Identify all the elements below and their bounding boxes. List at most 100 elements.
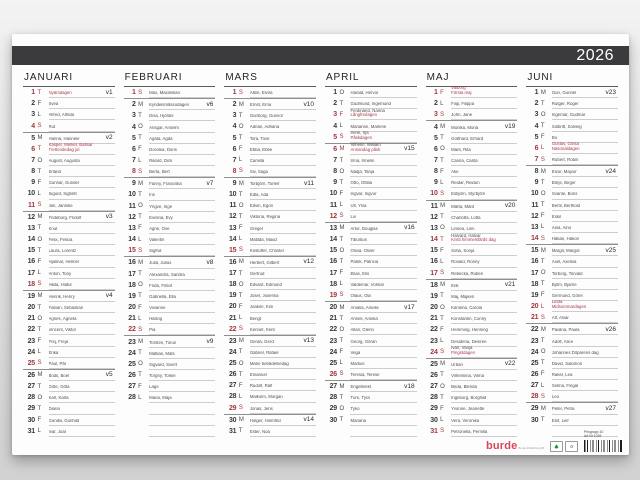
- day-entry: Mariana: [350, 415, 417, 426]
- name-days-text: Alf, Alvar: [551, 316, 569, 321]
- weekday-letter: F: [440, 326, 444, 333]
- day-names: Herbert, Gilbert: [250, 261, 304, 267]
- weekday-letter: T: [540, 258, 545, 265]
- name-days-text: Artur, Douglas: [350, 226, 378, 231]
- day-row: 9 T Otto, Ottilia: [325, 177, 417, 189]
- day-entry: Ivar, Joar: [48, 426, 115, 437]
- blank-rule: [149, 403, 216, 415]
- day-number: 5: [534, 133, 539, 141]
- day-entry: Eskil: [551, 211, 618, 222]
- day-names: Yngve, Inge: [149, 205, 215, 211]
- day-names: Paulina, Paula: [552, 328, 606, 334]
- months-grid: JANUARI 1 T Nyårsdagen v1 2 F Svea 3 L Alfred, Alf…: [23, 71, 618, 437]
- day-number: 31: [27, 427, 36, 435]
- weekday-letter: S: [238, 89, 243, 96]
- day-row: 25 M Urban v22: [425, 357, 518, 370]
- week-number: v8: [206, 258, 214, 266]
- day-names: Frida, Fritiof: [149, 284, 215, 290]
- day-names: Ferdinand, Nanna Långfredagen: [350, 109, 416, 120]
- weekday-letter: S: [138, 89, 143, 96]
- weekday-letter: T: [138, 293, 142, 300]
- name-days-text: Linnea, Linn: [451, 226, 475, 231]
- name-days-text: Max, Maximilian: [149, 91, 180, 96]
- day-entry: Solbritt, Solveig: [551, 120, 618, 132]
- name-days-text: Allan, Glenn: [350, 328, 374, 333]
- name-days-text: Reidar, Reidun: [451, 181, 480, 186]
- weekday-letter: M: [339, 304, 345, 311]
- day-entry: Robert, Robin: [551, 154, 618, 166]
- day-entry: Josef, Josefina: [249, 290, 316, 302]
- day-row: 9 T Börje, Birger: [526, 177, 618, 189]
- day-entry: Hjalmar, Helmer: [48, 256, 115, 268]
- name-days-text: Jonas, Jens: [249, 406, 273, 411]
- name-days-text: Tyko: [350, 407, 360, 412]
- day-row: 8 S Siv, Saga: [224, 166, 316, 177]
- day-entry: Mattias, Mats: [149, 348, 216, 359]
- day-entry: Siv, Saga: [249, 166, 316, 177]
- day-names: Halvard, Halvar Kristi himmelsfärds dag: [451, 234, 517, 245]
- day-entry: Yngve, Inge: [149, 201, 216, 212]
- day-entry: Desideria, Desirée: [451, 335, 518, 347]
- weekday-letter: O: [540, 111, 546, 118]
- day-row: 8 O Nadja, Tanja: [325, 166, 417, 178]
- day-entry: Kasper, Melker, Baltsar Trettondedag jul: [48, 143, 115, 155]
- day-number: 13: [228, 224, 237, 232]
- name-days-text: Paul, Pål: [48, 361, 66, 366]
- weekday-letter: T: [37, 146, 42, 153]
- day-row: 16 M Herbert, Gilbert v12: [224, 255, 316, 268]
- day-names: Holger, Holmfrid: [250, 419, 304, 425]
- sheet-footer: burde Burde Publishing AB 🌲 ♻ Prisgrupp …: [486, 431, 622, 452]
- day-number: 26: [530, 370, 539, 378]
- week-number: v9: [206, 338, 214, 346]
- weekday-letter: T: [238, 270, 243, 277]
- year-bar: 2026: [12, 46, 629, 65]
- weekday-letter: F: [37, 338, 42, 345]
- name-days-text: Knut: [48, 226, 58, 231]
- day-number: 19: [27, 292, 36, 300]
- name-days-text: Börje, Birger: [551, 181, 576, 186]
- day-row: 11 M Märta, Märit v20: [425, 199, 518, 212]
- day-names: Disa, Hjördis: [149, 114, 215, 120]
- name-days-text: Disa, Hjördis: [149, 114, 174, 119]
- blank-rule: [350, 426, 417, 437]
- barcode-icon: [584, 440, 622, 452]
- day-names: Vera, Veronika: [451, 419, 517, 425]
- day-number: 8: [131, 168, 136, 176]
- day-entry: Björn, Bjarne: [551, 279, 618, 290]
- name-days-text: Maria, Maja: [149, 396, 172, 401]
- day-row: 21 S Alf, Alvar: [526, 312, 618, 324]
- day-names: Julia, Julius: [149, 261, 206, 267]
- name-days-text: Irene, Irja: [350, 131, 369, 136]
- day-row: 25 T David, Salomon: [526, 358, 618, 369]
- day-names: Matilda, Maud: [250, 238, 316, 244]
- day-number: 13: [430, 224, 438, 232]
- day-row: 7 S Robert, Robin: [526, 154, 618, 166]
- weekday-letter: F: [37, 100, 42, 107]
- name-days-text: Herbert, Gilbert: [249, 260, 280, 265]
- weekday-letter: S: [440, 190, 445, 197]
- weekday-letter: L: [540, 224, 545, 231]
- weekday-letter: M: [138, 180, 144, 187]
- name-days-text: Valborg: [451, 86, 466, 91]
- day-number: 22: [430, 326, 438, 334]
- name-days-text: Lage: [149, 385, 159, 390]
- day-entry: Gabriella, Ella: [149, 291, 216, 302]
- name-days-text: Rebecka, Ruben: [451, 271, 484, 276]
- day-names: Marie bebådelsedag: [250, 362, 316, 368]
- day-number: 1: [433, 89, 438, 97]
- day-row: 7 L Rikard, Dick: [124, 155, 216, 167]
- day-row: 23 M Torsten, Torun v9: [123, 335, 216, 348]
- day-entry: Linda Midsommardagen: [551, 300, 618, 313]
- day-names: Agata, Agda: [149, 137, 215, 143]
- day-entry: Henrik, Henry v4: [48, 291, 115, 302]
- month-days: 1 F Valborg Första maj 2 L Filip, Filippa 3 S Joh…: [425, 86, 518, 437]
- name-days-text: Marianne, Marlene: [350, 124, 387, 129]
- day-row: 28 T Ture, Tyra: [325, 392, 417, 404]
- day-entry: Vincent, Viktor: [48, 324, 115, 336]
- day-names: Rebecka, Ruben: [451, 272, 517, 278]
- name-days-text: Eskil: [551, 214, 561, 219]
- day-number: 30: [530, 416, 539, 424]
- day-number: 29: [228, 404, 237, 412]
- day-row: 30 F Gunilla, Gunhild: [23, 415, 115, 426]
- name-days-text: Bodil, Boel: [48, 373, 70, 378]
